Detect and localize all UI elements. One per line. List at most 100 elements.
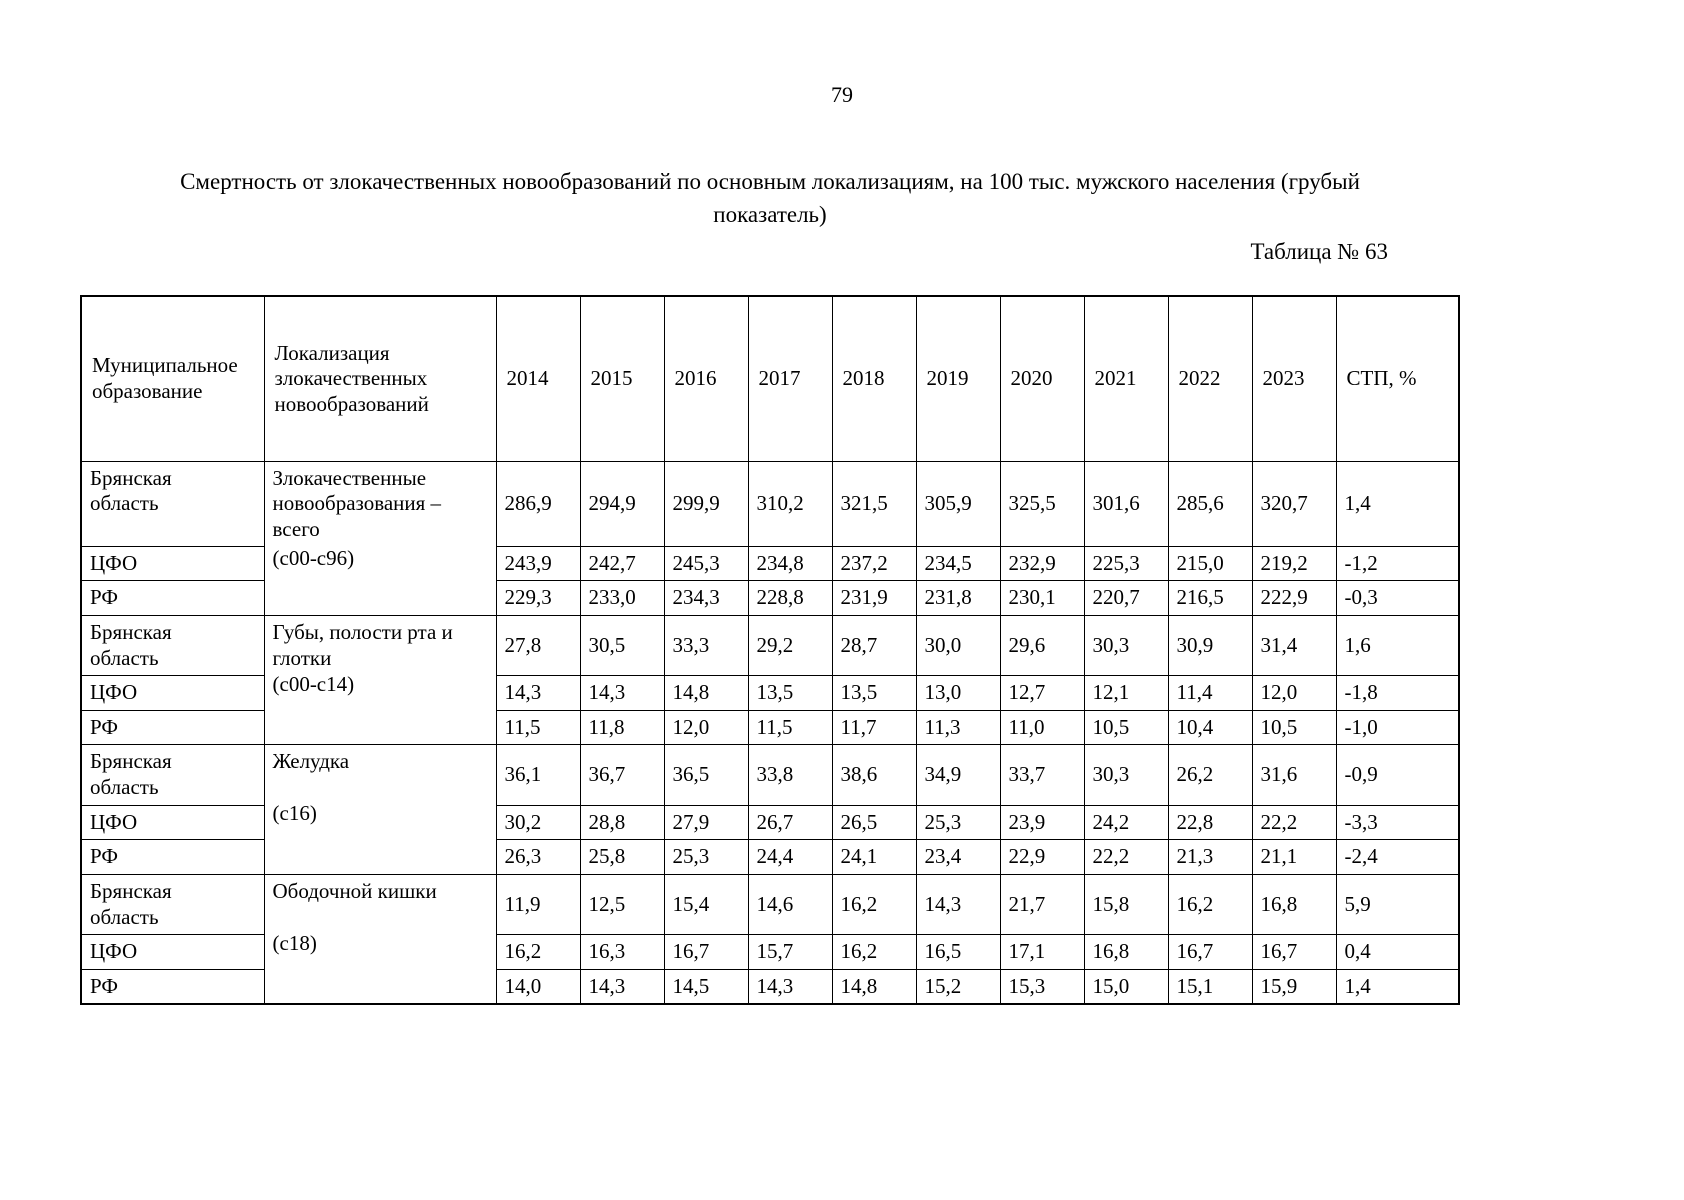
year-header: 2023 — [1251, 295, 1337, 462]
value-cell: 305,9 — [915, 460, 1001, 547]
value-cell: 14,3 — [915, 873, 1001, 936]
value-cell: 30,3 — [1083, 744, 1169, 806]
year-header: 2019 — [915, 295, 1001, 462]
value-cell: 14,8 — [831, 968, 917, 1005]
region-cell: Брянская область — [80, 873, 265, 936]
value-cell: 237,2 — [831, 545, 917, 582]
region-name: Брянская область — [90, 465, 172, 516]
table-row: Брянская область Губы, полости рта и глот… — [80, 615, 1460, 746]
value-cell: 15,4 — [663, 873, 749, 936]
value-cell: 215,0 — [1167, 545, 1253, 582]
value-cell: 30,2 — [495, 804, 581, 841]
page-content: Смертность от злокачественных новообразо… — [80, 166, 1460, 1006]
value-cell: 24,2 — [1083, 804, 1169, 841]
value-cell: 24,4 — [747, 839, 833, 875]
value-cell: 13,0 — [915, 675, 1001, 711]
value-cell: 12,7 — [999, 675, 1085, 711]
stp-cell: 5,9 — [1335, 873, 1460, 936]
table-row: РФ 14,0 14,3 14,5 14,3 14,8 15,2 15,3 15,0 15,1 15… — [80, 968, 1460, 1005]
value-cell: 11,5 — [495, 709, 581, 746]
value-cell: 11,3 — [915, 709, 1001, 746]
region-name: Брянская область — [90, 620, 172, 670]
stp-header: СТП, % — [1335, 295, 1460, 462]
localization-cell: Желудка (с16) — [263, 744, 497, 875]
year-header: 2014 — [495, 295, 581, 462]
value-cell: 14,3 — [495, 675, 581, 711]
value-cell: 219,2 — [1251, 545, 1337, 582]
value-cell: 245,3 — [663, 545, 749, 582]
value-cell: 26,3 — [495, 839, 581, 875]
region-name: Брянская область — [90, 878, 172, 929]
stp-cell: -2,4 — [1335, 839, 1460, 875]
value-cell: 16,2 — [831, 934, 917, 970]
stp-cell: -0,3 — [1335, 580, 1460, 617]
value-cell: 310,2 — [747, 460, 833, 547]
value-cell: 11,7 — [831, 709, 917, 746]
value-cell: 14,0 — [495, 968, 581, 1005]
region-name: РФ — [90, 844, 118, 869]
stp-cell: 1,4 — [1335, 460, 1460, 547]
value-cell: 26,5 — [831, 804, 917, 841]
stp-cell: -1,2 — [1335, 545, 1460, 582]
value-cell: 242,7 — [579, 545, 665, 582]
value-cell: 29,2 — [747, 615, 833, 677]
region-name: Брянская область — [90, 749, 172, 800]
value-cell: 16,8 — [1083, 934, 1169, 970]
region-name: РФ — [90, 714, 118, 739]
value-cell: 13,5 — [831, 675, 917, 711]
value-cell: 15,0 — [1083, 968, 1169, 1005]
value-cell: 243,9 — [495, 545, 581, 582]
value-cell: 21,7 — [999, 873, 1085, 936]
value-cell: 325,5 — [999, 460, 1085, 547]
table-row: Брянская область Злокачественные новообра… — [80, 460, 1460, 617]
region-name: ЦФО — [90, 680, 138, 705]
value-cell: 234,5 — [915, 545, 1001, 582]
value-cell: 29,6 — [999, 615, 1085, 677]
value-cell: 14,3 — [579, 968, 665, 1005]
value-cell: 14,3 — [579, 675, 665, 711]
value-cell: 13,5 — [747, 675, 833, 711]
value-cell: 30,3 — [1083, 615, 1169, 677]
value-cell: 16,8 — [1251, 873, 1337, 936]
value-cell: 230,1 — [999, 580, 1085, 617]
value-cell: 294,9 — [579, 460, 665, 547]
region-cell: ЦФО — [80, 545, 265, 582]
value-cell: 228,8 — [747, 580, 833, 617]
table-row: ЦФО 14,3 14,3 14,8 13,5 13,5 13,0 12,7 12,1 11,4 1… — [80, 675, 1460, 711]
value-cell: 233,0 — [579, 580, 665, 617]
value-cell: 11,8 — [579, 709, 665, 746]
value-cell: 234,8 — [747, 545, 833, 582]
value-cell: 21,3 — [1167, 839, 1253, 875]
stp-cell: 0,4 — [1335, 934, 1460, 970]
table-number-label: Таблица № 63 — [1250, 239, 1388, 265]
localization-code: (с16) — [272, 801, 317, 826]
value-cell: 28,7 — [831, 615, 917, 677]
value-cell: 15,1 — [1167, 968, 1253, 1005]
year-header: 2017 — [747, 295, 833, 462]
value-cell: 15,9 — [1251, 968, 1337, 1005]
localization-name: Желудка — [272, 749, 350, 774]
value-cell: 36,5 — [663, 744, 749, 806]
region-cell: РФ — [80, 580, 265, 617]
region-cell: Брянская область — [80, 615, 265, 677]
value-cell: 31,4 — [1251, 615, 1337, 677]
table-row: ЦФО 16,2 16,3 16,7 15,7 16,2 16,5 17,1 16,8 16,7 1… — [80, 934, 1460, 970]
region-cell: РФ — [80, 709, 265, 746]
localization-cell: Губы, полости рта и глотки (с00-с14) — [263, 615, 497, 746]
value-cell: 25,3 — [663, 839, 749, 875]
region-cell: ЦФО — [80, 934, 265, 970]
year-header: 2018 — [831, 295, 917, 462]
region-name: РФ — [90, 585, 118, 610]
localization-code: (с00-с14) — [272, 672, 355, 697]
year-header: 2022 — [1167, 295, 1253, 462]
value-cell: 26,7 — [747, 804, 833, 841]
localization-name: Губы, полости рта и глотки — [272, 620, 453, 670]
value-cell: 16,7 — [663, 934, 749, 970]
table-row: ЦФО 30,2 28,8 27,9 26,7 26,5 25,3 23,9 24,2 22,8 2… — [80, 804, 1460, 841]
value-cell: 36,1 — [495, 744, 581, 806]
localization-cell: Ободочной кишки (с18) — [263, 873, 497, 1005]
value-cell: 21,1 — [1251, 839, 1337, 875]
value-cell: 321,5 — [831, 460, 917, 547]
value-cell: 16,3 — [579, 934, 665, 970]
